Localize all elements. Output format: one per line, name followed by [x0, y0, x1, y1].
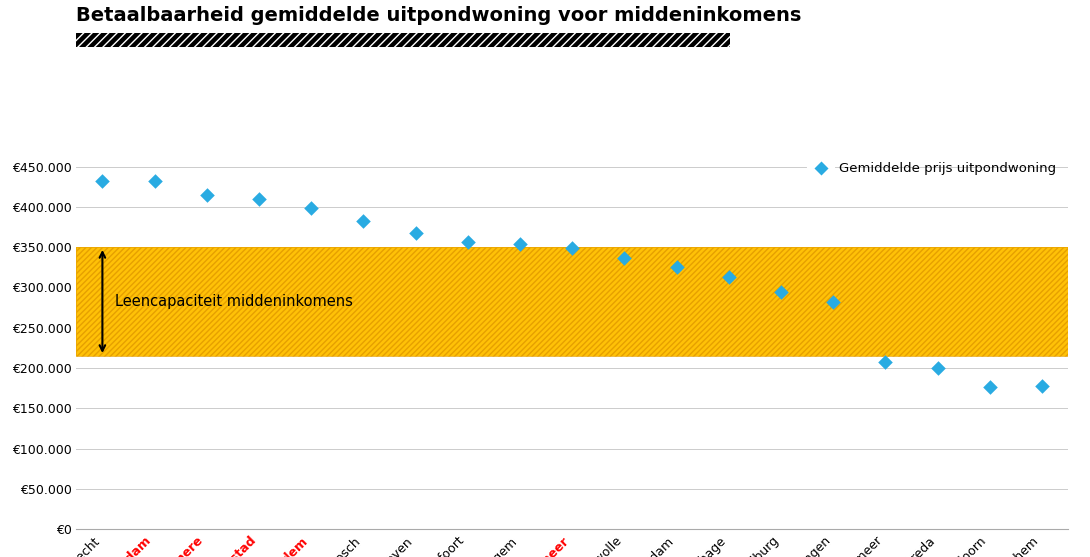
- Point: [146, 177, 164, 185]
- Text: Leencapaciteit middeninkomens: Leencapaciteit middeninkomens: [116, 294, 353, 309]
- Text: Betaalbaarheid gemiddelde uitpondwoning voor middeninkomens: Betaalbaarheid gemiddelde uitpondwoning …: [76, 6, 801, 25]
- Point: [981, 382, 998, 391]
- Point: [564, 243, 581, 252]
- Point: [303, 204, 320, 213]
- Point: [511, 240, 529, 248]
- Bar: [76, 247, 1068, 356]
- Point: [198, 190, 216, 199]
- Point: [94, 177, 111, 185]
- Point: [773, 288, 790, 297]
- Point: [616, 253, 633, 262]
- Point: [929, 364, 946, 373]
- Point: [407, 228, 424, 237]
- Legend: Gemiddelde prijs uitpondwoning: Gemiddelde prijs uitpondwoning: [802, 157, 1062, 180]
- Point: [1033, 381, 1051, 390]
- Point: [459, 238, 476, 247]
- Point: [354, 217, 372, 226]
- Bar: [76, 247, 1068, 356]
- Point: [668, 263, 686, 272]
- Point: [720, 272, 738, 281]
- Point: [251, 194, 268, 203]
- Point: [876, 358, 894, 367]
- Point: [824, 297, 841, 306]
